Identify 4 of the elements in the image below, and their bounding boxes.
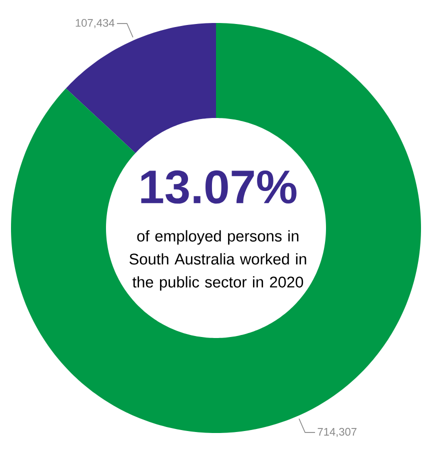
text: of employed persons in South Australia worked in the public sector in 2020 (130, 230, 306, 291)
text: 13.07% (141, 170, 296, 204)
data-label: 714,307 (318, 428, 356, 437)
data-label: 107,434 (76, 19, 114, 28)
